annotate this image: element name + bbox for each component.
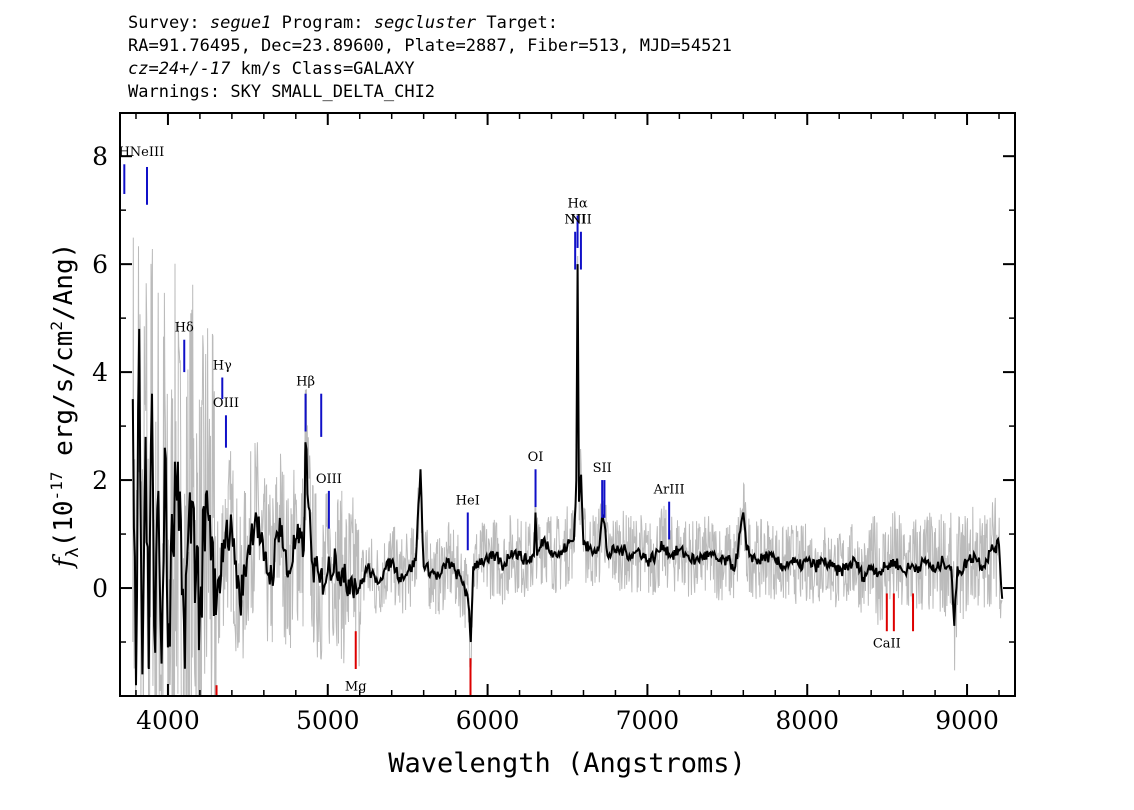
x-tick-label-4000: 4000 (136, 706, 200, 735)
program-value: segcluster (373, 13, 477, 33)
plot-frame (119, 112, 1016, 697)
x-tick-label-5000: 5000 (296, 706, 360, 735)
y-label-part1: (10 (49, 500, 79, 547)
emission-line-label-0: H (119, 145, 130, 160)
target-label: Target: (486, 13, 558, 33)
header-line-warnings: Warnings: SKY SMALL_DELTA_CHI2 (128, 82, 436, 102)
y-label-part2: erg/s/cm (49, 331, 79, 472)
cz-value: cz=24+/-17 (128, 59, 231, 79)
emission-line-label-4: OIII (213, 396, 239, 411)
noise-band (132, 237, 1003, 696)
spectral-line-markers: H NeIII Hδ Hγ OIII Hβ OIII HeI OI NII Hα NII SII ArII… (119, 145, 915, 696)
emission-line-label-12: NII (570, 213, 592, 228)
x-tick-label-9000: 9000 (935, 706, 999, 735)
x-axis-label: Wavelength (Angstroms) (388, 748, 746, 779)
survey-label: Survey: (128, 13, 200, 33)
class-text: km/s Class=GALAXY (230, 59, 415, 79)
header-line-coords: RA=91.76495, Dec=23.89600, Plate=2887, F… (128, 36, 732, 56)
emission-line-label-9: OI (528, 450, 544, 465)
y-tick-label-2: 2 (92, 466, 108, 495)
emission-line-label-15: ArIII (653, 483, 685, 498)
x-tick-label-7000: 7000 (616, 706, 680, 735)
emission-line-label-2: Hδ (175, 321, 194, 336)
flux-series (131, 264, 1004, 686)
y-tick-label-8: 8 (92, 142, 108, 171)
spectrum-header: Survey: segue1 Program: segcluster Targe… (128, 12, 732, 104)
y-label-exponent2: 2 (47, 321, 66, 331)
y-tick-label-0: 0 (92, 574, 108, 603)
absorption-line-label-1: Mg (345, 680, 367, 695)
y-label-exponent: -17 (47, 472, 66, 501)
header-line-redshift: cz=24+/-17 km/s Class=GALAXY (128, 58, 732, 81)
absorption-line-label-3: CaII (873, 636, 901, 651)
y-tick-label-6: 6 (92, 250, 108, 279)
y-tick-label-4: 4 (92, 358, 108, 387)
emission-line-label-8: HeI (456, 493, 480, 508)
axis-ticks: 4000 5000 6000 7000 8000 9000 0 2 4 6 8 (92, 113, 1015, 735)
y-label-subscript: λ (63, 547, 83, 557)
flux-line (131, 264, 1004, 686)
emission-line-label-5: Hβ (296, 375, 315, 390)
y-label-part3: /Ang) (49, 243, 79, 321)
x-tick-label-8000: 8000 (775, 706, 839, 735)
emission-line-label-1: NeIII (130, 145, 164, 160)
survey-value: segue1 (209, 13, 272, 33)
program-label: Program: (281, 13, 364, 33)
y-axis-label: fλ(10-17 erg/s/cm2/Ang) (47, 243, 83, 570)
emission-line-label-7: OIII (316, 472, 342, 487)
emission-line-label-11: Hα (568, 196, 588, 211)
emission-line-label-13: SII (593, 461, 612, 476)
emission-line-label-3: Hγ (213, 358, 232, 373)
emission-line-label-10: NII (564, 213, 586, 228)
noise-band-path (132, 237, 1003, 696)
x-tick-label-6000: 6000 (456, 706, 520, 735)
header-line-survey: Survey: segue1 Program: segcluster Targe… (128, 12, 732, 35)
